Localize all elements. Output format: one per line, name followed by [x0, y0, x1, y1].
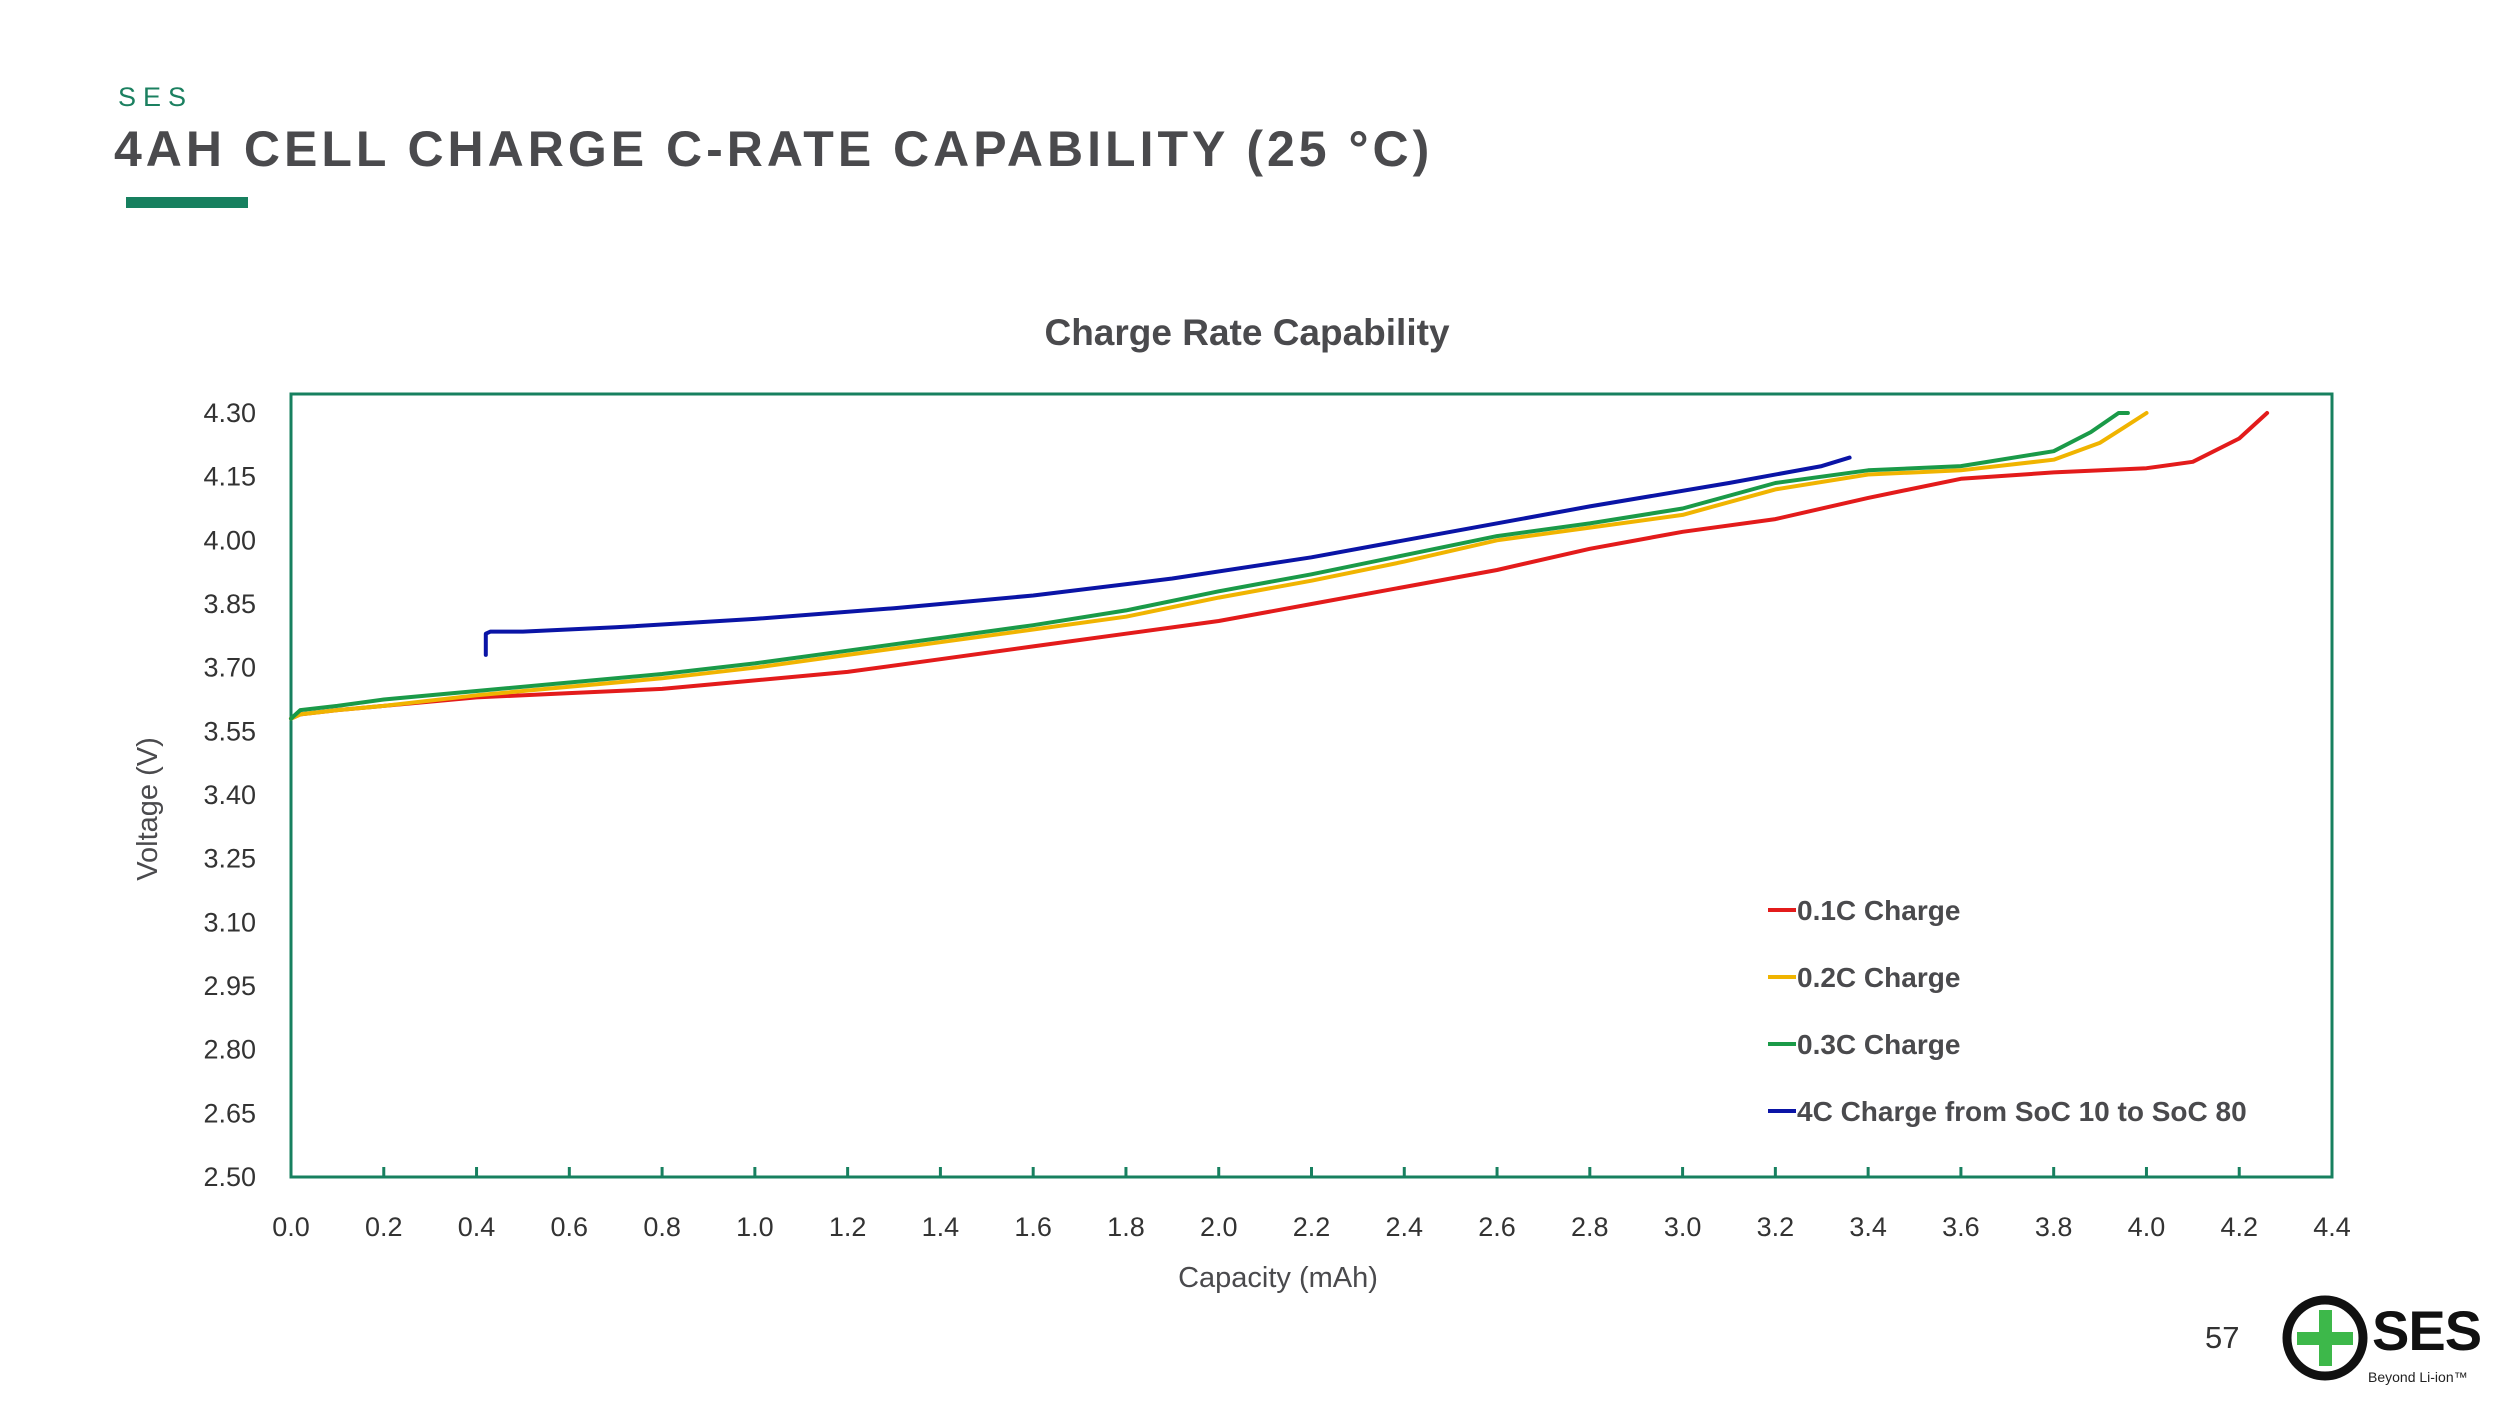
y-tick-label: 2.80	[203, 1035, 256, 1065]
x-tick-label: 2.2	[1293, 1212, 1331, 1242]
x-tick-label: 3.0	[1664, 1212, 1702, 1242]
legend-label: 0.2C Charge	[1797, 962, 1960, 993]
y-tick-label: 3.25	[203, 844, 256, 874]
x-tick-label: 4.0	[2128, 1212, 2166, 1242]
x-tick-label: 3.8	[2035, 1212, 2073, 1242]
x-tick-label: 4.2	[2220, 1212, 2258, 1242]
x-tick-label: 2.4	[1385, 1212, 1423, 1242]
chart-title: Charge Rate Capability	[1044, 312, 1449, 353]
page-title: 4AH CELL CHARGE C-RATE CAPABILITY (25 °C…	[114, 121, 1434, 177]
y-tick-label: 2.95	[203, 971, 256, 1001]
y-tick-label: 4.30	[203, 398, 256, 428]
x-tick-label: 4.4	[2313, 1212, 2351, 1242]
x-tick-label: 0.8	[643, 1212, 681, 1242]
x-tick-label: 1.6	[1014, 1212, 1052, 1242]
section-kicker: SES	[118, 82, 194, 112]
y-tick-label: 3.40	[203, 780, 256, 810]
y-axis-label: Voltage (V)	[132, 737, 164, 880]
x-tick-label: 1.4	[922, 1212, 960, 1242]
y-tick-label: 3.70	[203, 653, 256, 683]
series-line-2	[289, 411, 2130, 721]
series-lines	[289, 411, 2270, 721]
y-axis-tick-labels: 4.30 4.15 4.00 3.85 3.70 3.55 3.40 3.25 3.10 2.95…	[203, 398, 256, 1192]
y-tick-label: 4.15	[203, 462, 256, 492]
x-axis-tick-labels: 0.0 0.2 0.4 0.6 0.8 1.0 1.2 1.4 1.6 1.8 2.0 2.2 2.4 2…	[272, 1212, 2351, 1242]
y-tick-label: 4.00	[203, 525, 256, 555]
x-tick-label: 2.6	[1478, 1212, 1516, 1242]
legend-label: 4C Charge from SoC 10 to SoC 80	[1797, 1096, 2247, 1127]
logo-wordmark: SES	[2372, 1299, 2482, 1362]
series-line-3	[483, 455, 1852, 657]
x-tick-label: 1.8	[1107, 1212, 1145, 1242]
y-tick-label: 2.50	[203, 1162, 256, 1192]
x-tick-label: 3.4	[1849, 1212, 1887, 1242]
x-tick-label: 0.2	[365, 1212, 403, 1242]
x-tick-label: 3.6	[1942, 1212, 1980, 1242]
legend-label: 0.1C Charge	[1797, 895, 1960, 926]
page-number: 57	[2205, 1320, 2240, 1355]
series-line-0	[289, 411, 2270, 721]
x-tick-label: 0.6	[551, 1212, 589, 1242]
x-tick-label: 0.0	[272, 1212, 310, 1242]
ses-logo-icon	[2282, 1295, 2368, 1381]
x-tick-label: 0.4	[458, 1212, 496, 1242]
x-tick-label: 1.0	[736, 1212, 774, 1242]
title-underline-bar	[126, 197, 248, 208]
legend-label: 0.3C Charge	[1797, 1029, 1960, 1060]
x-tick-label: 1.2	[829, 1212, 867, 1242]
x-axis-label: Capacity (mAh)	[1178, 1262, 1378, 1294]
logo-tagline: Beyond Li-ion™	[2368, 1369, 2468, 1385]
chart-legend: 0.1C Charge 0.2C Charge 0.3C Charge 4C Char…	[1768, 895, 2247, 1127]
series-line-1	[289, 411, 2149, 721]
y-tick-label: 3.55	[203, 716, 256, 746]
x-tick-label: 2.8	[1571, 1212, 1609, 1242]
y-tick-label: 3.10	[203, 907, 256, 937]
plot-area-frame	[289, 392, 2334, 1179]
x-tick-label: 2.0	[1200, 1212, 1238, 1242]
y-tick-label: 3.85	[203, 589, 256, 619]
y-tick-label: 2.65	[203, 1098, 256, 1128]
x-tick-label: 3.2	[1757, 1212, 1795, 1242]
x-axis-ticks	[289, 1167, 2334, 1177]
